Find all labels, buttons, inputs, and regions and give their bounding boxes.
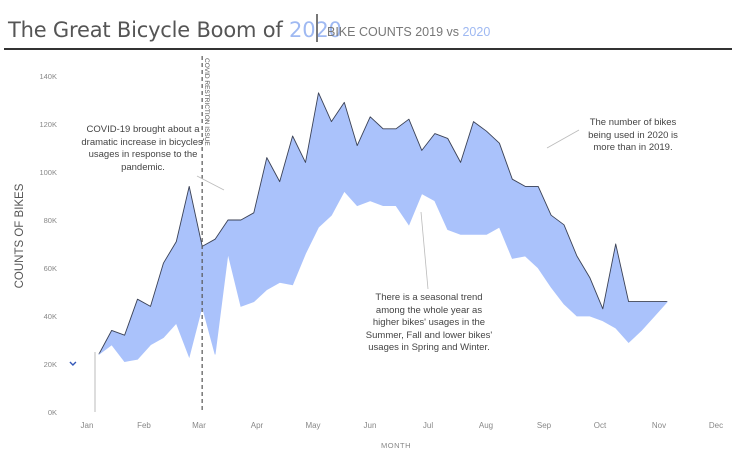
band-layer [98,92,668,362]
page-title: The Great Bicycle Boom of 2020 [8,18,342,42]
band-area-2019-2020 [98,92,668,362]
title-divider [316,14,318,42]
y-tick-label: 80K [44,216,57,225]
series-line-2019 [98,190,668,363]
y-tick-label: 60K [44,264,57,273]
header: The Great Bicycle Boom of 2020 BIKE COUN… [0,0,736,50]
x-tick-label: Aug [479,421,493,430]
leader-seasonal [420,211,429,290]
x-tick-label: Jul [423,421,433,430]
points-layer [69,361,77,366]
y-tick-label: 0K [48,408,57,417]
y-tick-label: 100K [39,168,57,177]
header-rule [4,48,732,50]
x-tick-label: Dec [709,421,723,430]
x-tick-label: Oct [594,421,607,430]
title-main: The Great Bicycle Boom of [8,18,290,42]
y-tick-label: 20K [44,360,57,369]
annotation-covid: COVID-19 brought about a dramatic increa… [81,124,205,173]
leader-more-bikes [546,129,580,149]
x-tick-label: Sep [537,421,552,430]
covid-reference-label: COVID RESTRICTION ISSUE [203,58,210,146]
subtitle-main: BIKE COUNTS 2019 vs [327,25,463,39]
y-axis-title: COUNTS OF BIKES [14,183,26,288]
annotation-more-bikes: The number of bikes being used in 2020 i… [588,117,678,153]
axes-layer: 0K 20K 40K 60K 80K 100K 120K 140K Jan Feb Mar Apr Ma… [14,72,723,450]
text-layer [196,129,580,290]
leader-covid [196,175,225,191]
x-tick-label: Nov [652,421,666,430]
x-tick-label: Jun [364,421,377,430]
title-year: 2020 [289,18,342,42]
subtitle-year: 2020 [462,25,491,39]
series-line-2020 [98,92,668,355]
y-tick-label: 120K [39,120,57,129]
early-data-point [69,361,77,366]
x-tick-label: May [305,421,320,430]
reference-layer: COVID RESTRICTION ISSUE [201,56,210,412]
x-tick-label: Feb [137,421,151,430]
bike-count-chart[interactable]: 0K 20K 40K 60K 80K 100K 120K 140K Jan Feb Mar Apr Ma… [0,50,736,454]
x-tick-label: Apr [251,421,264,430]
annotation-seasonal-trend: There is a seasonal trend among the whol… [365,292,493,353]
x-tick-label: Mar [192,421,206,430]
lines-layer [98,92,668,363]
x-axis-title: MONTH [381,441,411,450]
y-tick-label: 40K [44,312,57,321]
y-tick-label: 140K [39,72,57,81]
x-tick-label: Jan [81,421,94,430]
subtitle: BIKE COUNTS 2019 vs 2020 [327,25,490,39]
